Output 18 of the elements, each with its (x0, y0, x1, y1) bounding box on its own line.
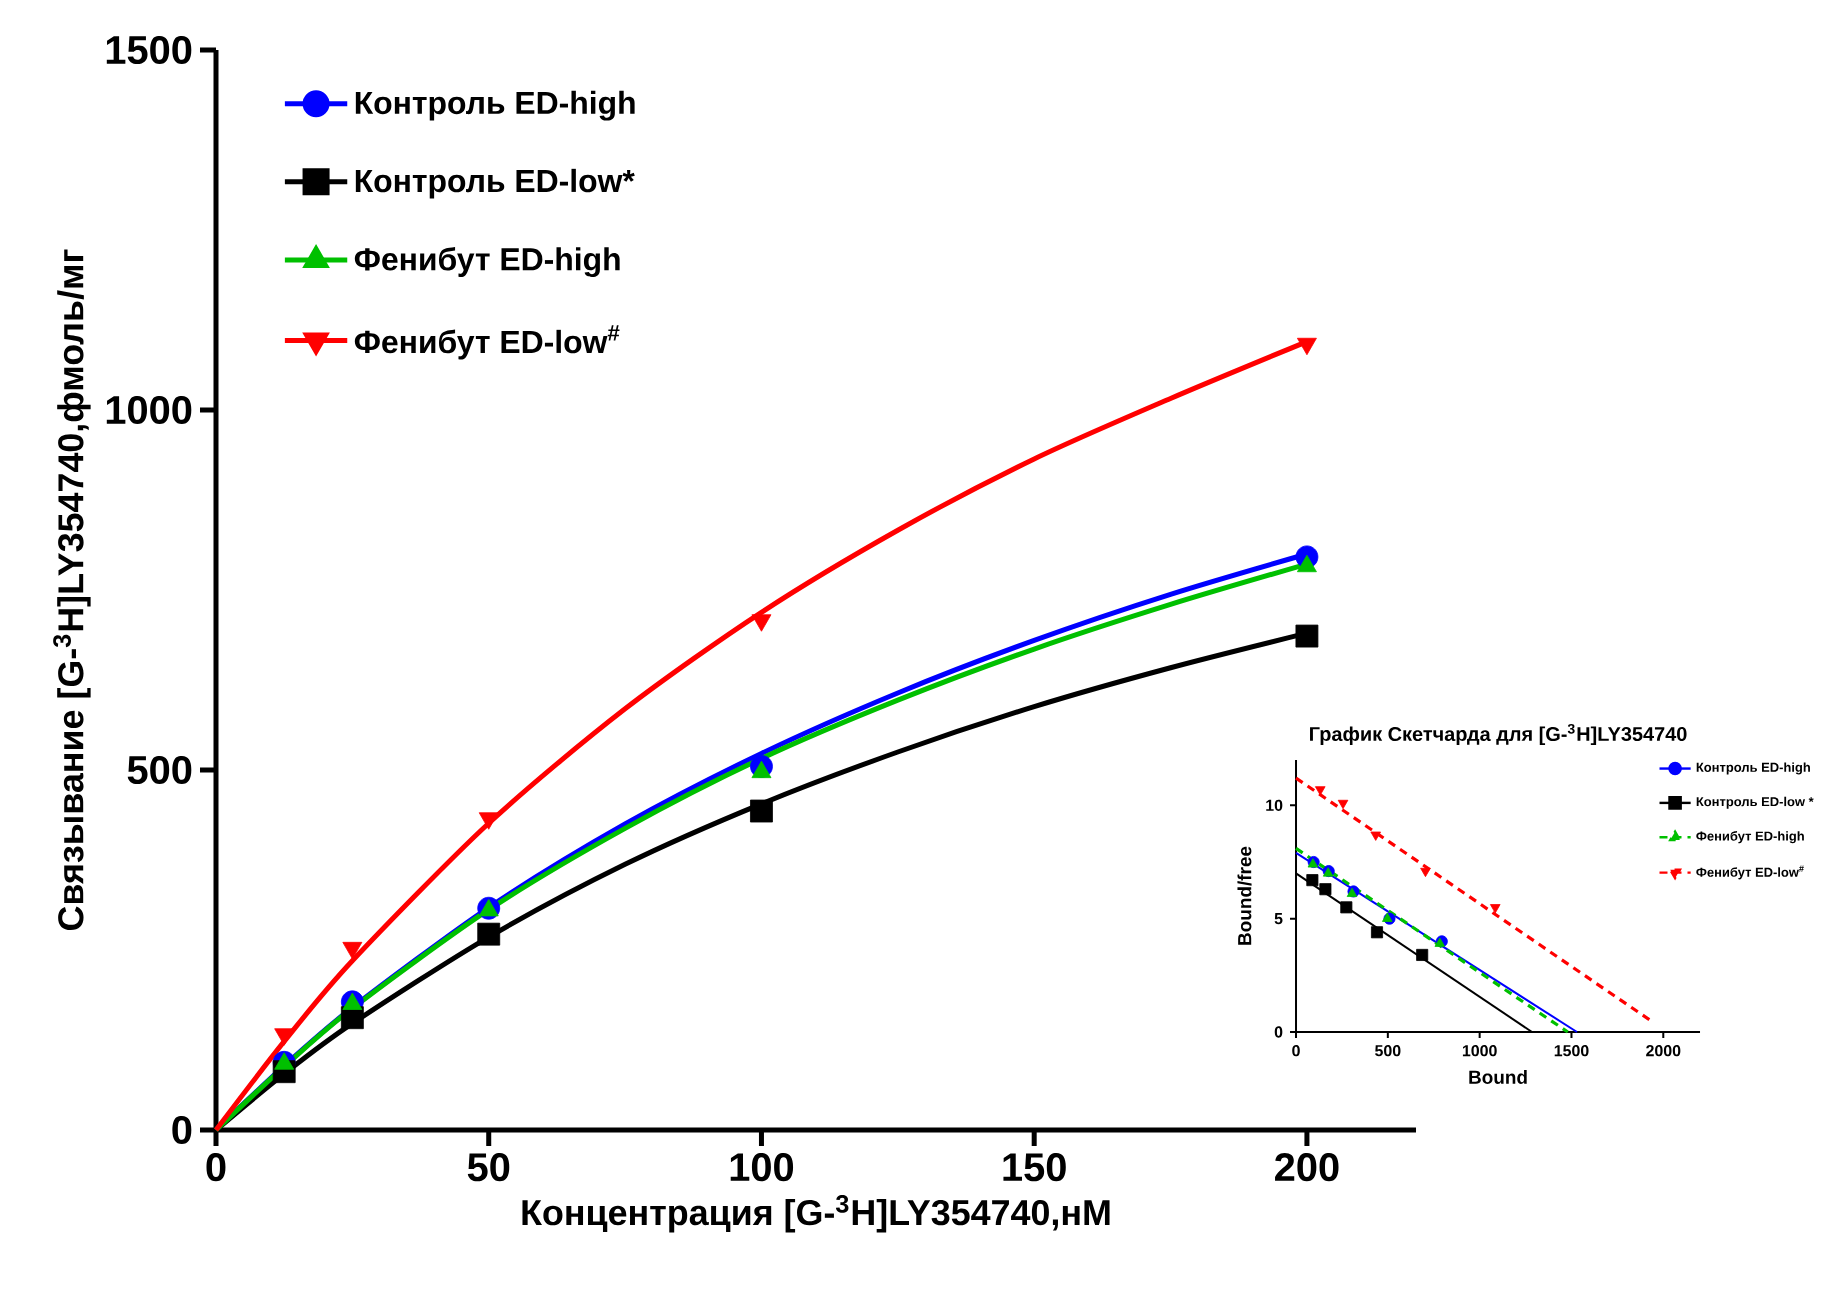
chart-title: График Скетчарда для [G-$^{3}$H]LY354740 (1310, 723, 1687, 745)
y-axis-title: Связывание [G-$^{3}$H]LY354740,фмоль/мг (53, 249, 91, 931)
x-tick-label: 100 (730, 1153, 794, 1182)
x-axis-title: Концентрация [G-$^{3}$H]LY354740,нМ (522, 1194, 1110, 1233)
x-tick-label: 0 (206, 1153, 226, 1182)
y-tick-label: 1000 (106, 395, 192, 425)
legend-label: Контроль ED-high (355, 90, 635, 121)
legend-label: Фенибут ED-high (354, 246, 620, 278)
y-tick-label: 0 (172, 1115, 192, 1145)
legend-label: Контроль ED-low* (355, 168, 635, 199)
y-axis-title: Bound/free (1237, 846, 1252, 945)
x-tick-label: 200 (1275, 1153, 1339, 1182)
x-tick-label: 150 (1003, 1153, 1066, 1182)
y-tick-label: 500 (127, 755, 192, 785)
x-axis-title: Bound (1469, 1070, 1527, 1084)
legend-label: Фенибут ED-low$^{#}$ (354, 325, 620, 360)
x-tick-label: 50 (467, 1153, 510, 1182)
y-tick-label: 1500 (106, 35, 192, 65)
